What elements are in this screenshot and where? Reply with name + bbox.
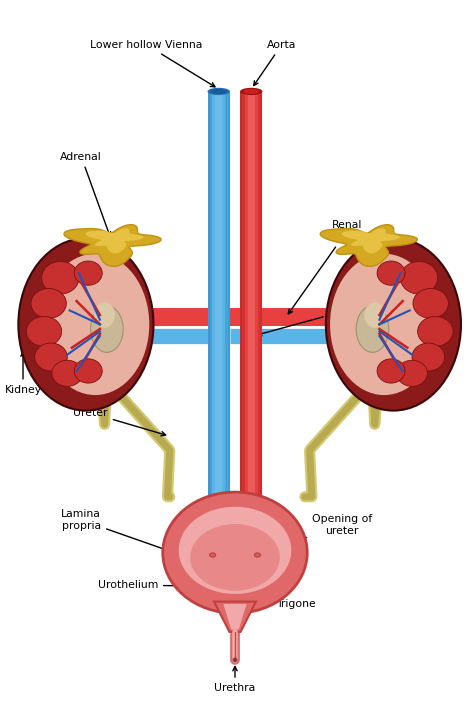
Text: Renal
artery: Renal artery [288, 221, 363, 314]
Polygon shape [260, 91, 263, 576]
Text: Lamina
propria: Lamina propria [61, 509, 177, 554]
Ellipse shape [74, 359, 102, 383]
Text: Opening of
ureter: Opening of ureter [262, 514, 372, 554]
Ellipse shape [243, 89, 259, 94]
Ellipse shape [397, 361, 428, 386]
Ellipse shape [377, 261, 405, 286]
Ellipse shape [208, 88, 230, 95]
Ellipse shape [52, 361, 82, 386]
Bar [240, 91, 263, 576]
Ellipse shape [35, 343, 67, 371]
Text: Ureter: Ureter [73, 408, 165, 436]
Polygon shape [248, 91, 255, 576]
Polygon shape [215, 91, 222, 576]
Text: Urethra: Urethra [214, 666, 255, 693]
Ellipse shape [240, 88, 263, 95]
Polygon shape [258, 91, 263, 576]
Text: Lower hollow Vienna: Lower hollow Vienna [90, 40, 215, 87]
Circle shape [233, 658, 237, 662]
Polygon shape [240, 91, 242, 576]
Ellipse shape [91, 306, 123, 352]
Ellipse shape [330, 253, 438, 395]
Text: Aorta: Aorta [254, 40, 296, 86]
Text: Trigone: Trigone [246, 587, 315, 609]
Polygon shape [85, 228, 144, 253]
Bar [208, 91, 230, 576]
Polygon shape [228, 91, 230, 576]
Polygon shape [64, 225, 161, 266]
Text: Adrenal: Adrenal [60, 151, 110, 236]
Ellipse shape [94, 302, 115, 328]
Text: Urothelium: Urothelium [98, 580, 212, 590]
Ellipse shape [413, 288, 448, 318]
Text: Renal
vienna: Renal vienna [257, 300, 365, 336]
Ellipse shape [74, 261, 102, 286]
Ellipse shape [26, 316, 62, 346]
Polygon shape [342, 228, 400, 253]
Text: Kidney: Kidney [4, 352, 42, 395]
Ellipse shape [41, 253, 149, 395]
Polygon shape [214, 602, 256, 632]
Ellipse shape [210, 553, 216, 557]
Ellipse shape [377, 359, 405, 383]
Polygon shape [240, 91, 245, 576]
Ellipse shape [18, 238, 154, 411]
Polygon shape [208, 91, 212, 576]
Polygon shape [223, 604, 246, 630]
Polygon shape [208, 91, 210, 576]
Ellipse shape [163, 492, 307, 613]
Polygon shape [320, 225, 417, 266]
Ellipse shape [356, 306, 389, 352]
Ellipse shape [418, 316, 453, 346]
Ellipse shape [31, 288, 66, 318]
Polygon shape [226, 91, 230, 576]
Ellipse shape [42, 261, 79, 294]
Ellipse shape [326, 238, 461, 411]
Ellipse shape [365, 302, 385, 328]
Ellipse shape [255, 553, 260, 557]
Ellipse shape [210, 89, 227, 94]
Ellipse shape [190, 524, 280, 590]
Ellipse shape [412, 343, 445, 371]
Ellipse shape [179, 507, 292, 594]
Ellipse shape [401, 261, 438, 294]
